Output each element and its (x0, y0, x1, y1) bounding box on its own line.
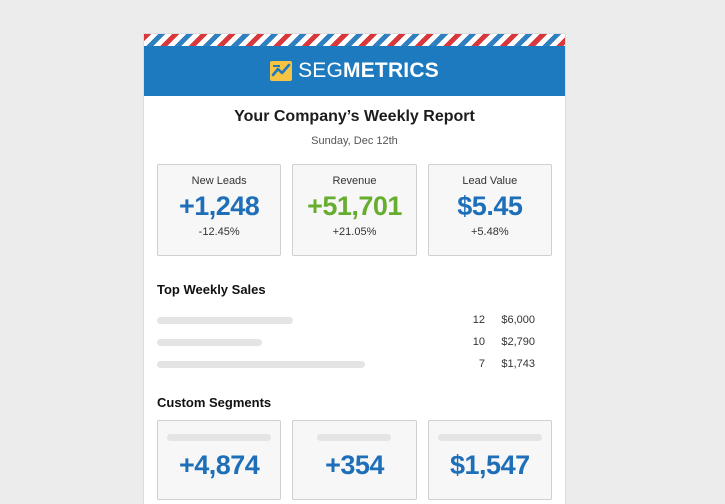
segments-row: +4,874 +354 $1,547 (144, 420, 565, 500)
kpi-value: +51,701 (307, 191, 402, 221)
sale-qty: 10 (472, 336, 485, 348)
email-report-card: SEGMETRICS Your Company’s Weekly Report … (144, 34, 565, 504)
redacted-product-bar (157, 338, 262, 346)
sale-amount: $6,000 (501, 314, 535, 326)
kpi-revenue: Revenue +51,701 +21.05% (292, 164, 417, 256)
sale-amount: $2,790 (501, 336, 535, 348)
report-title: Your Company’s Weekly Report (234, 108, 475, 125)
report-date: Sunday, Dec 12th (311, 135, 398, 147)
kpi-lead-value: Lead Value $5.45 +5.48% (427, 164, 552, 256)
kpi-label: Lead Value (462, 175, 518, 187)
sale-qty: 12 (472, 314, 485, 326)
top-weekly-sales-heading: Top Weekly Sales (157, 282, 266, 297)
top-sales-list: 12 $6,000 10 $2,790 7 $1,743 (144, 309, 565, 375)
airmail-stripe-border (144, 34, 565, 46)
segment-card: +4,874 (157, 420, 282, 500)
segment-card: +354 (292, 420, 417, 500)
custom-segments-heading: Custom Segments (157, 395, 272, 410)
brand-name: SEGMETRICS (298, 59, 439, 83)
kpi-label: New Leads (191, 175, 247, 187)
sale-amount: $1,743 (501, 358, 535, 370)
sale-row: 10 $2,790 (157, 331, 552, 353)
redacted-product-bar (157, 316, 293, 324)
kpi-row: New Leads +1,248 -12.45% Revenue +51,701… (144, 164, 565, 256)
redacted-segment-label (437, 434, 542, 441)
chart-logo-icon (270, 61, 293, 81)
sale-row: 7 $1,743 (157, 353, 552, 375)
kpi-value: $5.45 (457, 191, 523, 221)
segmetrics-logo[interactable]: SEGMETRICS (270, 59, 439, 83)
segment-value: +354 (325, 450, 384, 480)
redacted-segment-label (317, 434, 392, 441)
sale-qty: 7 (478, 358, 485, 370)
kpi-change: -12.45% (198, 226, 240, 238)
brand-part-seg: SEG (298, 59, 344, 82)
segment-value: $1,547 (450, 450, 530, 480)
kpi-value: +1,248 (178, 191, 260, 221)
segment-value: +4,874 (178, 450, 260, 480)
kpi-change: +21.05% (332, 226, 377, 238)
sale-row: 12 $6,000 (157, 309, 552, 331)
redacted-product-bar (157, 360, 365, 368)
brand-part-metrics: METRICS (343, 59, 439, 82)
kpi-new-leads: New Leads +1,248 -12.45% (157, 164, 282, 256)
kpi-label: Revenue (332, 175, 377, 187)
segment-card: $1,547 (427, 420, 552, 500)
kpi-change: +5.48% (471, 226, 509, 238)
redacted-segment-label (167, 434, 272, 441)
header-bar: SEGMETRICS (144, 46, 565, 96)
